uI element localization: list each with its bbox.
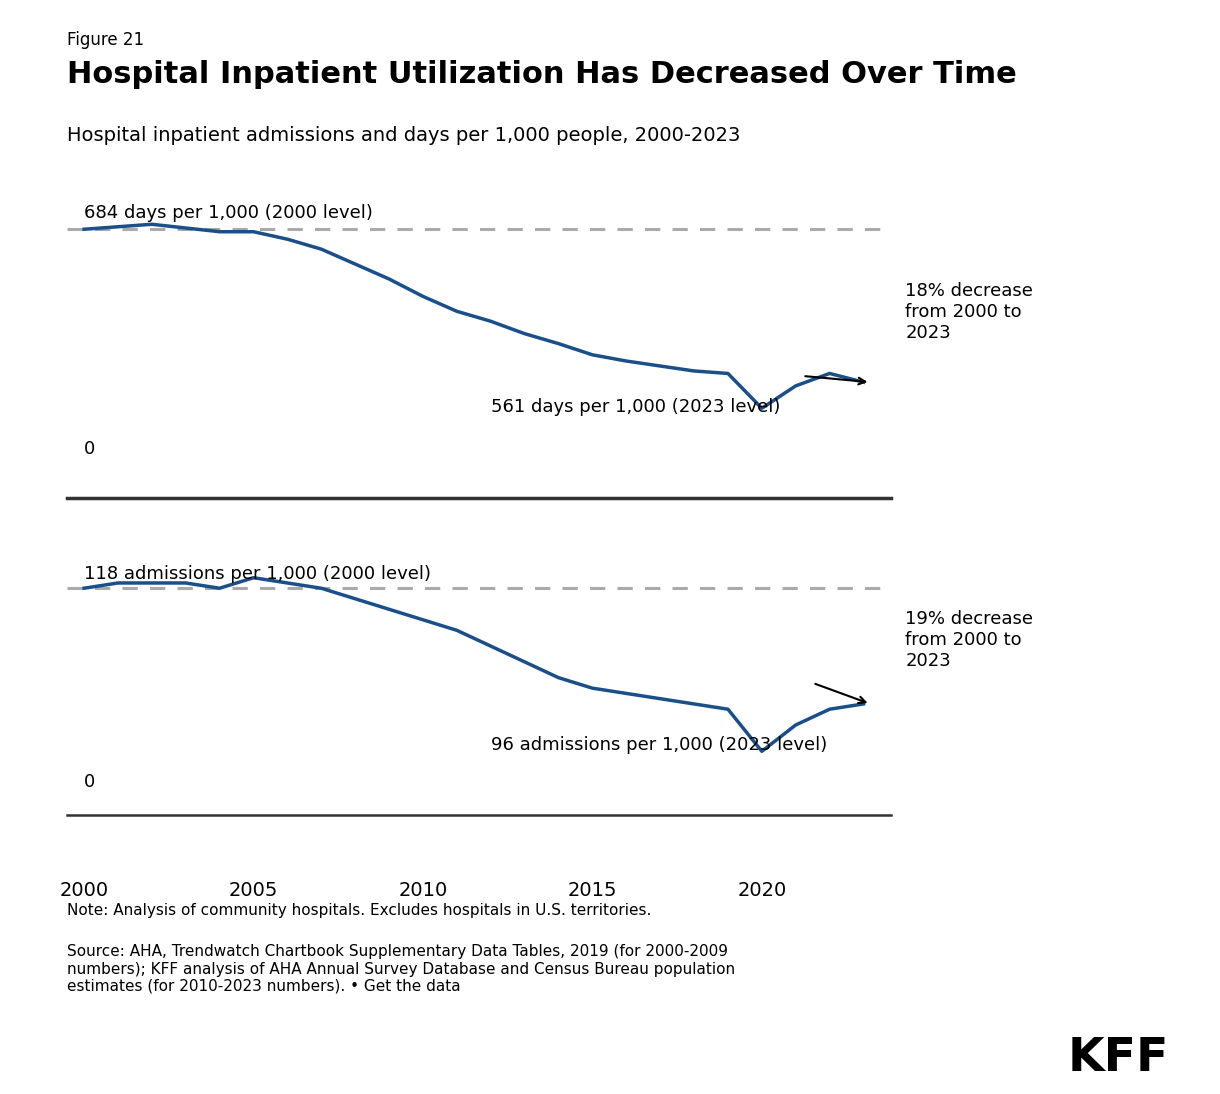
Text: 118 admissions per 1,000 (2000 level): 118 admissions per 1,000 (2000 level) [84, 565, 431, 583]
Text: 561 days per 1,000 (2023 level): 561 days per 1,000 (2023 level) [490, 398, 780, 417]
Text: 96 admissions per 1,000 (2023 level): 96 admissions per 1,000 (2023 level) [490, 735, 827, 754]
Text: Figure 21: Figure 21 [67, 31, 144, 48]
Text: 0: 0 [84, 772, 95, 791]
Text: KFF: KFF [1068, 1036, 1169, 1081]
Text: 19% decrease
from 2000 to
2023: 19% decrease from 2000 to 2023 [905, 610, 1033, 670]
Text: Hospital Inpatient Utilization Has Decreased Over Time: Hospital Inpatient Utilization Has Decre… [67, 60, 1016, 90]
Text: 18% decrease
from 2000 to
2023: 18% decrease from 2000 to 2023 [905, 282, 1033, 341]
Text: Source: AHA, Trendwatch Chartbook Supplementary Data Tables, 2019 (for 2000-2009: Source: AHA, Trendwatch Chartbook Supple… [67, 944, 736, 994]
Text: Note: Analysis of community hospitals. Excludes hospitals in U.S. territories.: Note: Analysis of community hospitals. E… [67, 903, 651, 918]
Text: 684 days per 1,000 (2000 level): 684 days per 1,000 (2000 level) [84, 203, 373, 222]
Text: 0: 0 [84, 440, 95, 458]
Text: Hospital inpatient admissions and days per 1,000 people, 2000-2023: Hospital inpatient admissions and days p… [67, 126, 741, 144]
